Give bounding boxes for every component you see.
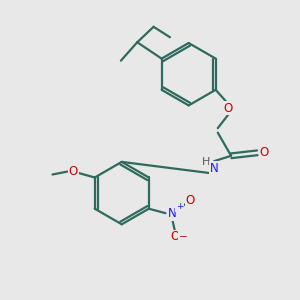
Text: O: O xyxy=(186,194,195,208)
Text: −: − xyxy=(179,232,188,242)
Text: H: H xyxy=(202,157,210,167)
Text: O: O xyxy=(69,165,78,178)
Text: N: N xyxy=(210,162,219,175)
Text: O: O xyxy=(224,102,233,115)
Text: +: + xyxy=(176,202,183,211)
Text: O: O xyxy=(259,146,268,159)
Text: N: N xyxy=(168,207,176,220)
Text: O: O xyxy=(170,230,180,243)
